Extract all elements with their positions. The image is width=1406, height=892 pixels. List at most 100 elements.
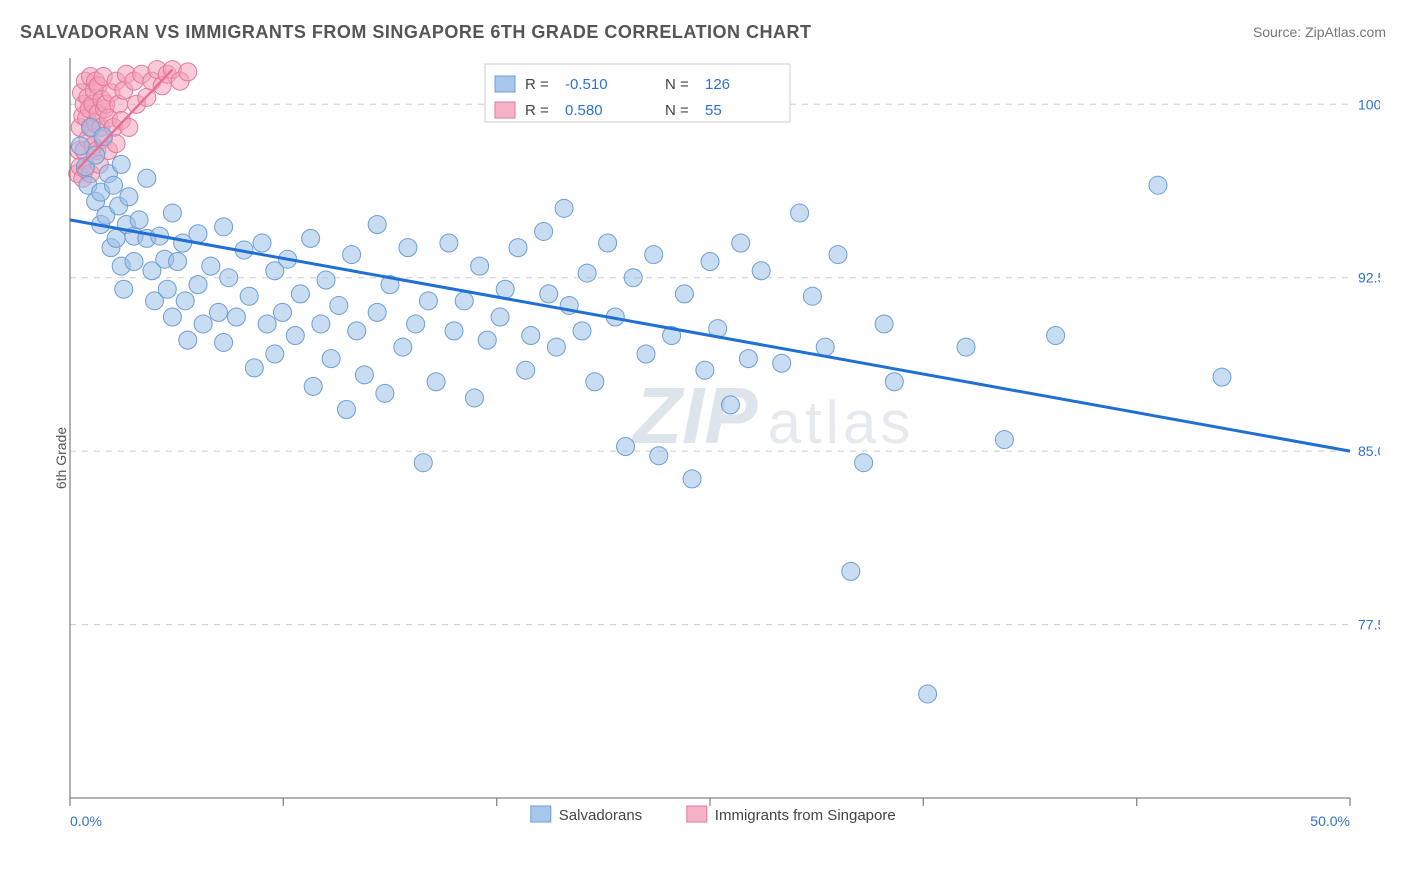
data-point bbox=[322, 350, 340, 368]
data-point bbox=[120, 188, 138, 206]
x-tick-label: 0.0% bbox=[70, 813, 102, 829]
data-point bbox=[138, 169, 156, 187]
data-point bbox=[368, 303, 386, 321]
data-point bbox=[721, 396, 739, 414]
data-point bbox=[791, 204, 809, 222]
data-point bbox=[455, 292, 473, 310]
data-point bbox=[885, 373, 903, 391]
data-point bbox=[701, 253, 719, 271]
data-point bbox=[368, 216, 386, 234]
data-point bbox=[752, 262, 770, 280]
y-axis-label: 6th Grade bbox=[53, 427, 69, 489]
data-point bbox=[312, 315, 330, 333]
data-point bbox=[547, 338, 565, 356]
source-label: Source: bbox=[1253, 24, 1305, 40]
data-point bbox=[478, 331, 496, 349]
data-point bbox=[540, 285, 558, 303]
legend-r-label: R = bbox=[525, 76, 549, 93]
data-point bbox=[273, 303, 291, 321]
data-point bbox=[875, 315, 893, 333]
data-point bbox=[376, 384, 394, 402]
legend-swatch bbox=[495, 76, 515, 92]
data-point bbox=[245, 359, 263, 377]
data-point bbox=[189, 276, 207, 294]
y-tick-label: 100.0% bbox=[1358, 96, 1380, 112]
x-tick-label: 50.0% bbox=[1310, 813, 1350, 829]
data-point bbox=[1047, 327, 1065, 345]
data-point bbox=[739, 350, 757, 368]
source-attribution: Source: ZipAtlas.com bbox=[1253, 24, 1386, 40]
data-point bbox=[803, 287, 821, 305]
data-point bbox=[427, 373, 445, 391]
data-point bbox=[1149, 176, 1167, 194]
legend-series-label: Immigrants from Singapore bbox=[715, 807, 896, 824]
data-point bbox=[337, 401, 355, 419]
legend-series-label: Salvadorans bbox=[559, 807, 642, 824]
legend-swatch bbox=[531, 806, 551, 822]
data-point bbox=[465, 389, 483, 407]
data-point bbox=[115, 280, 133, 298]
data-point bbox=[125, 253, 143, 271]
scatter-chart: 77.5%85.0%92.5%100.0%ZIPatlas0.0%50.0%R … bbox=[30, 58, 1380, 858]
data-point bbox=[163, 308, 181, 326]
data-point bbox=[650, 447, 668, 465]
data-point bbox=[586, 373, 604, 391]
data-point bbox=[317, 271, 335, 289]
data-point bbox=[440, 234, 458, 252]
legend-swatch bbox=[495, 102, 515, 118]
data-point bbox=[343, 246, 361, 264]
watermark: ZIPatlas bbox=[631, 371, 914, 460]
legend-n-label: N = bbox=[665, 102, 689, 119]
data-point bbox=[266, 345, 284, 363]
data-point bbox=[304, 377, 322, 395]
data-point bbox=[675, 285, 693, 303]
legend-n-value: 126 bbox=[705, 76, 730, 93]
svg-text:ZIP: ZIP bbox=[631, 371, 758, 460]
data-point bbox=[355, 366, 373, 384]
data-point bbox=[578, 264, 596, 282]
data-point bbox=[394, 338, 412, 356]
data-point bbox=[624, 269, 642, 287]
data-point bbox=[773, 354, 791, 372]
y-tick-label: 85.0% bbox=[1358, 443, 1380, 459]
data-point bbox=[855, 454, 873, 472]
data-point bbox=[169, 253, 187, 271]
data-point bbox=[683, 470, 701, 488]
data-point bbox=[194, 315, 212, 333]
data-point bbox=[291, 285, 309, 303]
data-point bbox=[71, 137, 89, 155]
data-point bbox=[189, 225, 207, 243]
data-point bbox=[407, 315, 425, 333]
data-point bbox=[414, 454, 432, 472]
data-point bbox=[105, 176, 123, 194]
data-point bbox=[302, 229, 320, 247]
y-tick-label: 92.5% bbox=[1358, 270, 1380, 286]
data-point bbox=[179, 331, 197, 349]
data-point bbox=[253, 234, 271, 252]
data-point bbox=[348, 322, 366, 340]
data-point bbox=[555, 199, 573, 217]
legend-swatch bbox=[687, 806, 707, 822]
data-point bbox=[957, 338, 975, 356]
data-point bbox=[517, 361, 535, 379]
data-point bbox=[209, 303, 227, 321]
legend-r-label: R = bbox=[525, 102, 549, 119]
data-point bbox=[163, 204, 181, 222]
data-point bbox=[637, 345, 655, 363]
data-point bbox=[240, 287, 258, 305]
legend-r-value: 0.580 bbox=[565, 102, 603, 119]
data-point bbox=[696, 361, 714, 379]
chart-container: 6th Grade 77.5%85.0%92.5%100.0%ZIPatlas0… bbox=[30, 58, 1380, 858]
data-point bbox=[158, 280, 176, 298]
svg-text:atlas: atlas bbox=[768, 389, 915, 456]
data-point bbox=[112, 155, 130, 173]
data-point bbox=[1213, 368, 1231, 386]
data-point bbox=[174, 234, 192, 252]
data-point bbox=[445, 322, 463, 340]
data-point bbox=[330, 296, 348, 314]
legend-r-value: -0.510 bbox=[565, 76, 608, 93]
data-point bbox=[471, 257, 489, 275]
data-point bbox=[215, 218, 233, 236]
data-point bbox=[816, 338, 834, 356]
data-point bbox=[535, 222, 553, 240]
